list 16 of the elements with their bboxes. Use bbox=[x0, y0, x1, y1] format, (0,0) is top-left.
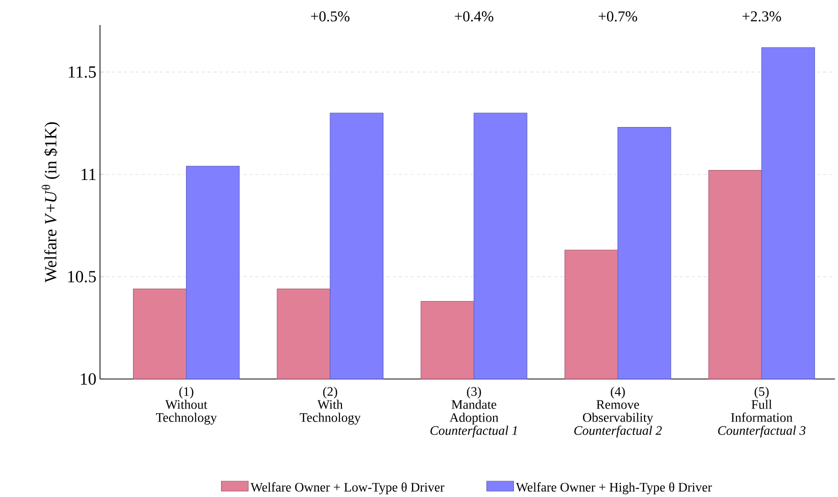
x-tick-label: (1) Without Technology bbox=[156, 386, 217, 425]
text: +0.7% bbox=[598, 11, 638, 22]
x-tick-label: (2) With Technology bbox=[300, 386, 361, 425]
y-axis-title: Welfare V+U$^{θ}$ (in $1K) bbox=[42, 122, 60, 282]
text: +2.3% bbox=[742, 11, 781, 22]
x-tick-label: (3) Mandate Adoption Counterfactual 1 bbox=[430, 386, 517, 438]
y-tick-label: 10 bbox=[80, 373, 96, 385]
x-tick-label: (5) Full Information Counterfactual 3 bbox=[718, 386, 806, 438]
y-tick-label: 11.5 bbox=[68, 66, 96, 78]
y-tick-label: 10.5 bbox=[68, 270, 96, 282]
text: +0.4% bbox=[454, 11, 494, 22]
legend-label: Welfare Owner + Low-Type θ Driver bbox=[250, 482, 444, 494]
text: +0.5% bbox=[311, 11, 350, 22]
legend-label: Welfare Owner + High-Type θ Driver bbox=[516, 482, 712, 494]
x-tick-label: (4) Remove Observability Counterfactual 2 bbox=[574, 386, 662, 438]
y-tick-label: 11 bbox=[82, 168, 96, 180]
